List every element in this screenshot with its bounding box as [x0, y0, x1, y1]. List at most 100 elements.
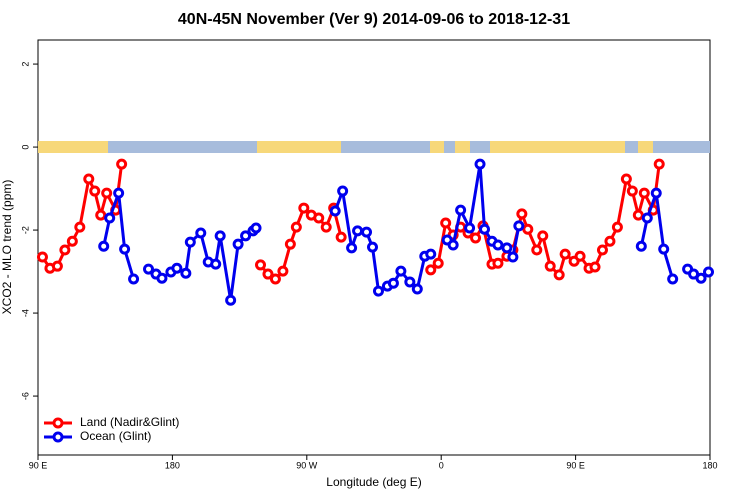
point [262, 268, 274, 280]
point [225, 294, 237, 306]
point [290, 221, 302, 233]
point [269, 273, 281, 285]
point [516, 208, 528, 220]
point [361, 226, 373, 238]
point [184, 236, 196, 248]
legend-marker [52, 431, 64, 443]
point [210, 258, 222, 270]
point [604, 235, 616, 247]
point [240, 230, 252, 242]
point [411, 283, 423, 295]
point [95, 209, 107, 221]
point [116, 158, 128, 170]
point [632, 209, 644, 221]
point [559, 248, 571, 260]
series-line [41, 163, 661, 281]
y-axis-label: XCO2 - MLO trend (ppm) [0, 180, 14, 315]
point [626, 185, 638, 197]
y-tick-label: -6 [20, 392, 30, 400]
point [553, 269, 565, 281]
point [250, 222, 262, 234]
point [320, 221, 332, 233]
land-band [455, 141, 470, 153]
point [658, 243, 670, 255]
legend-marker [52, 417, 64, 429]
point [352, 225, 364, 237]
x-tick-label: 180 [165, 460, 180, 470]
point [255, 259, 267, 271]
point [298, 202, 310, 214]
point [501, 242, 513, 254]
point [667, 273, 679, 285]
point [635, 240, 647, 252]
point [277, 265, 289, 277]
chart-title: 40N-45N November (Ver 9) 2014-09-06 to 2… [178, 11, 570, 28]
point [611, 221, 623, 233]
point [703, 266, 715, 278]
point [346, 242, 358, 254]
point [440, 217, 452, 229]
point [329, 205, 341, 217]
point [589, 261, 601, 273]
point [171, 262, 183, 274]
point [113, 187, 125, 199]
point [89, 185, 101, 197]
land-band [257, 141, 341, 153]
point [638, 187, 650, 199]
y-tick-label: 0 [20, 145, 30, 150]
point [404, 276, 416, 288]
point [695, 272, 707, 284]
point [492, 257, 504, 269]
point [83, 173, 95, 185]
point [492, 239, 504, 251]
point [641, 212, 653, 224]
y-tick-label: 2 [20, 62, 30, 67]
point [474, 158, 486, 170]
y-tick-label: -2 [20, 226, 30, 234]
point [313, 212, 325, 224]
point [119, 243, 131, 255]
land-band [38, 141, 108, 153]
point [101, 187, 113, 199]
point [425, 248, 437, 260]
land-band [638, 141, 653, 153]
y-tick-label: -4 [20, 309, 30, 317]
point [104, 212, 116, 224]
point [143, 263, 155, 275]
point [284, 238, 296, 250]
x-tick-label: 90 E [29, 460, 48, 470]
point [387, 277, 399, 289]
legend-label: Land (Nadir&Glint) [80, 415, 179, 429]
point [156, 272, 168, 284]
point [128, 273, 140, 285]
point [335, 231, 347, 243]
land-ocean-strip [38, 141, 710, 153]
point [214, 230, 226, 242]
point [425, 264, 437, 276]
point [544, 260, 556, 272]
point [36, 251, 48, 263]
land-band [490, 141, 625, 153]
x-tick-label: 0 [439, 460, 444, 470]
point [59, 244, 71, 256]
point [507, 251, 519, 263]
point [650, 187, 662, 199]
x-tick-label: 90 W [296, 460, 318, 470]
point [464, 222, 476, 234]
point [98, 240, 110, 252]
point [195, 227, 207, 239]
point [372, 285, 384, 297]
point [513, 220, 525, 232]
point [574, 250, 586, 262]
point [66, 235, 78, 247]
point [367, 241, 379, 253]
point [447, 239, 459, 251]
point [470, 232, 482, 244]
point [522, 223, 534, 235]
point [51, 260, 63, 272]
land-band [430, 141, 444, 153]
point [432, 257, 444, 269]
point [479, 223, 491, 235]
point [596, 244, 608, 256]
